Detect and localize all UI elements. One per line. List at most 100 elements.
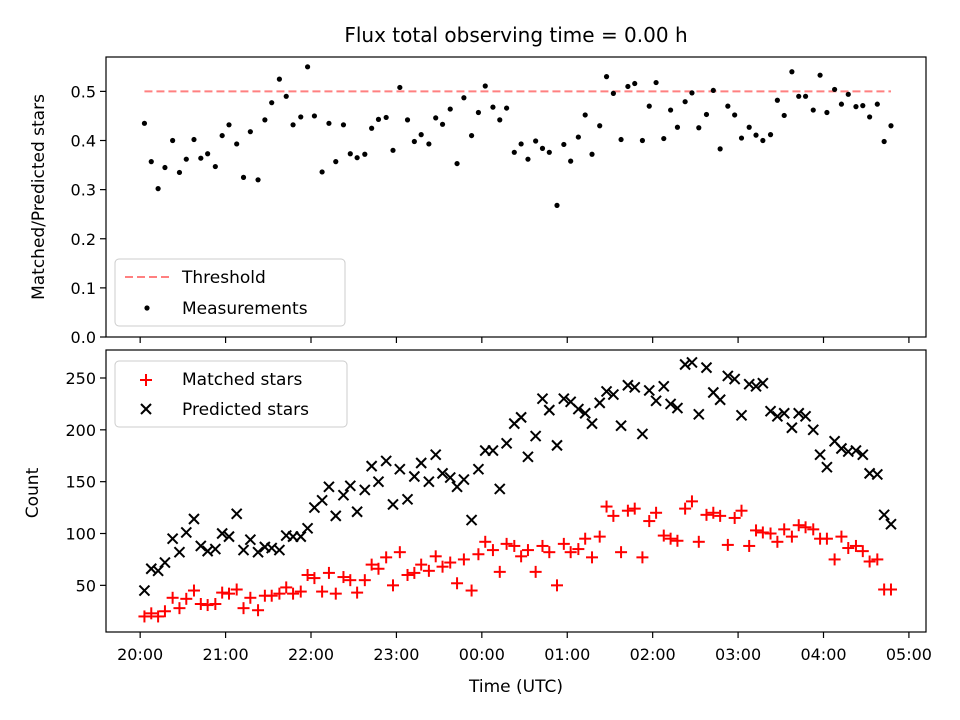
- matched-star-point: [884, 583, 897, 596]
- measurement-point: [490, 104, 496, 110]
- matched-star-point: [187, 584, 200, 597]
- matched-star-point: [643, 515, 656, 528]
- predicted-star-point: [216, 527, 228, 540]
- predicted-star-point: [188, 513, 200, 525]
- measurement-point: [148, 159, 154, 165]
- measurement-point: [311, 113, 318, 119]
- measurement-point: [717, 146, 723, 152]
- measurement-point: [247, 129, 253, 135]
- measurement-point: [746, 124, 752, 130]
- matched-star-point: [337, 571, 350, 584]
- measurement-point: [205, 151, 211, 157]
- predicted-star-point: [244, 534, 257, 546]
- predicted-star-point: [835, 442, 848, 455]
- measurement-point: [262, 117, 268, 123]
- matched-star-point: [358, 574, 371, 587]
- measurement-point: [661, 135, 667, 142]
- matched-star-point: [671, 534, 684, 547]
- predicted-star-point: [722, 370, 734, 382]
- ratio-marks: [141, 64, 894, 208]
- matched-star-point: [692, 535, 705, 548]
- measurement-point: [347, 151, 353, 157]
- predicted-star-point: [344, 480, 356, 492]
- matched-star-point: [700, 508, 713, 521]
- predicted-star-point: [600, 385, 613, 398]
- count-y-tick-label: 100: [65, 525, 96, 544]
- matched-star-point: [393, 546, 406, 559]
- matched-star-point: [322, 566, 335, 579]
- matched-star-point: [728, 511, 741, 524]
- predicted-star-point: [786, 422, 798, 434]
- matched-star-point: [856, 545, 869, 558]
- predicted-star-point: [173, 546, 186, 558]
- measurement-point: [383, 114, 389, 121]
- predicted-star-point: [401, 493, 414, 506]
- measurement-point: [625, 83, 631, 90]
- measurement-point: [853, 104, 859, 110]
- measurement-point: [568, 158, 574, 164]
- measurement-point: [397, 84, 403, 91]
- ratio-y-tick-label: 0.1: [71, 279, 96, 298]
- measurement-point: [867, 114, 873, 120]
- measurement-point: [461, 95, 467, 101]
- matched-star-point: [664, 532, 677, 545]
- measurement-point: [433, 115, 439, 121]
- measurement-point: [482, 83, 488, 89]
- measurement-point: [333, 159, 339, 165]
- predicted-star-point: [330, 510, 342, 522]
- predicted-star-point: [807, 424, 819, 436]
- matched-star-point: [436, 560, 449, 573]
- predicted-star-point: [686, 356, 698, 369]
- predicted-star-point: [430, 449, 442, 461]
- measurement-point: [340, 122, 347, 128]
- measurement-point: [369, 125, 375, 131]
- matched-star-point: [252, 604, 265, 617]
- count-x-tick-label: 21:00: [203, 645, 249, 664]
- measurement-point: [418, 132, 424, 138]
- measurement-point: [710, 87, 716, 94]
- predicted-legend-swatch: [140, 403, 152, 415]
- matched-star-point: [500, 537, 513, 550]
- predicted-star-point: [415, 457, 427, 469]
- matched-star-point: [636, 551, 649, 564]
- predicted-star-point: [237, 544, 250, 556]
- predicted-star-point: [814, 449, 826, 461]
- predicted-star-point: [458, 473, 470, 486]
- count-x-axis-label: Time (UTC): [468, 677, 563, 697]
- measurement-point: [162, 164, 168, 171]
- predicted-star-point: [757, 377, 769, 389]
- measurement-point: [618, 136, 624, 143]
- matched-star-point: [685, 495, 698, 508]
- matched-star-point: [365, 558, 378, 571]
- measurement-point: [170, 137, 176, 144]
- matched-star-point: [344, 574, 357, 587]
- measurement-point: [191, 136, 197, 143]
- matched-star-point: [465, 584, 478, 597]
- matched-star-point: [457, 553, 470, 566]
- predicted-star-point: [472, 463, 485, 475]
- predicted-star-point: [223, 530, 235, 543]
- matched-star-point: [444, 556, 457, 569]
- matched-star-point: [721, 538, 734, 551]
- predicted-legend-label: Predicted stars: [182, 400, 309, 420]
- matched-star-point: [515, 550, 528, 563]
- matched-star-point: [216, 586, 229, 599]
- matched-star-point: [828, 553, 841, 566]
- matched-star-point: [486, 544, 499, 557]
- predicted-star-point: [436, 467, 449, 480]
- matched-star-point: [472, 548, 485, 561]
- measurement-point: [390, 147, 396, 153]
- measurement-point: [738, 135, 745, 141]
- measurement-point: [781, 112, 787, 119]
- matched-star-point: [152, 610, 165, 623]
- predicted-star-point: [579, 407, 591, 419]
- measurement-point: [802, 93, 809, 99]
- matched-star-point: [316, 585, 329, 598]
- predicted-star-point: [536, 393, 549, 405]
- measurement-point: [198, 155, 204, 161]
- matched-star-point: [564, 546, 577, 559]
- predicted-star-point: [316, 494, 328, 507]
- matched-star-point: [479, 535, 492, 548]
- measurement-point: [674, 124, 681, 130]
